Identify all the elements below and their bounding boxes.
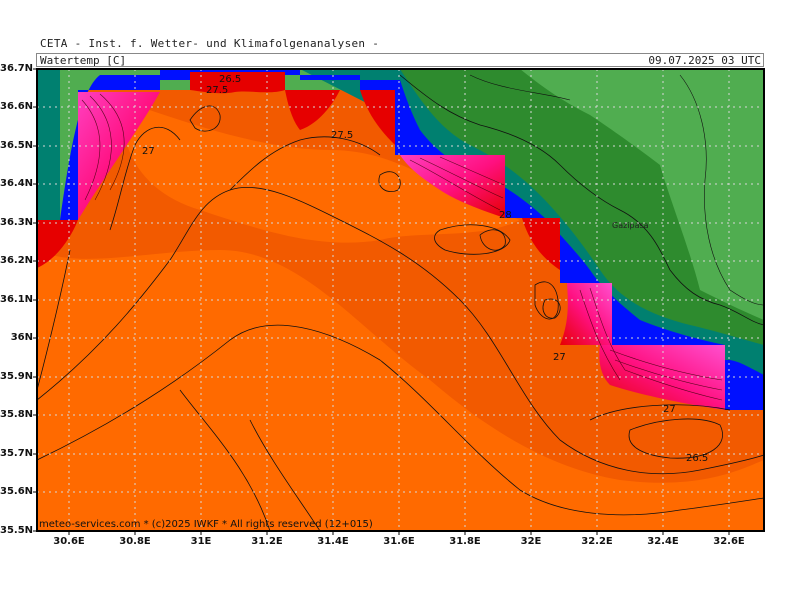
contour-label: 27.5 — [331, 130, 354, 141]
warm-block-sw — [37, 220, 78, 268]
lon-label: 32.4E — [647, 536, 679, 547]
lon-label: 32.2E — [581, 536, 613, 547]
land-border-2 — [469, 74, 571, 101]
isotherm-lines — [37, 105, 764, 531]
warm-block-north1 — [190, 72, 285, 94]
lat-label: 36.3N — [0, 217, 34, 228]
lat-label: 35.5N — [0, 525, 34, 536]
contour-label: 27.5 — [206, 85, 229, 96]
lat-label: 35.6N — [0, 486, 34, 497]
copyright-footer: meteo-services.com * (c)2025 IWKF * All … — [39, 519, 373, 530]
lat-label: 36.5N — [0, 140, 34, 151]
cold-band — [60, 69, 764, 410]
contour-label: 27 — [553, 352, 566, 363]
lon-label: 30.6E — [53, 536, 85, 547]
lon-label: 30.8E — [119, 536, 151, 547]
warm-block-east2 — [560, 283, 612, 345]
lat-label: 36.7N — [0, 63, 34, 74]
institute-title: CETA - Inst. f. Wetter- und Klimafolgena… — [40, 37, 380, 50]
lat-label: 36.6N — [0, 101, 34, 112]
warm-block-north3 — [360, 90, 395, 145]
contour-label: 27 — [663, 404, 676, 415]
contour-label: 26.5 — [219, 74, 242, 85]
contour-label: 26.5 — [686, 453, 709, 464]
lon-label: 31.2E — [251, 536, 283, 547]
grid-lines — [37, 69, 764, 531]
sea-warm-zone — [37, 250, 764, 531]
datetime-label: 09.07.2025 03 UTC — [648, 54, 761, 67]
parameter-label: Watertemp [C] — [40, 54, 127, 67]
lat-label: 36.1N — [0, 294, 34, 305]
lat-label: 35.7N — [0, 448, 34, 459]
contour-label: 27 — [142, 146, 155, 157]
lon-label: 32.6E — [713, 536, 745, 547]
lat-label: 36.4N — [0, 178, 34, 189]
land-border — [679, 74, 764, 306]
warm-contour-lines — [81, 93, 723, 401]
tick-marks — [33, 68, 730, 535]
lon-label: 32E — [520, 536, 542, 547]
lon-label: 31E — [190, 536, 212, 547]
warm-block-north2 — [285, 90, 340, 130]
sea-warm-zone-upper — [120, 100, 520, 243]
lon-label: 31.8E — [449, 536, 481, 547]
lon-label: 31.4E — [317, 536, 349, 547]
warm-block-mid — [400, 155, 505, 218]
lat-label: 35.9N — [0, 371, 34, 382]
lat-label: 36.2N — [0, 255, 34, 266]
title-bar — [36, 53, 764, 67]
land-dark-band — [395, 69, 764, 355]
warm-block-west — [78, 92, 160, 220]
lon-label: 31.6E — [383, 536, 415, 547]
contour-label: 28 — [499, 210, 512, 221]
coastal-teal-west — [37, 69, 60, 220]
coastline — [399, 74, 764, 326]
place-label-gazipasa: Gazipasa — [612, 221, 649, 230]
lat-label: 36N — [10, 332, 33, 343]
lat-label: 35.8N — [0, 409, 34, 420]
